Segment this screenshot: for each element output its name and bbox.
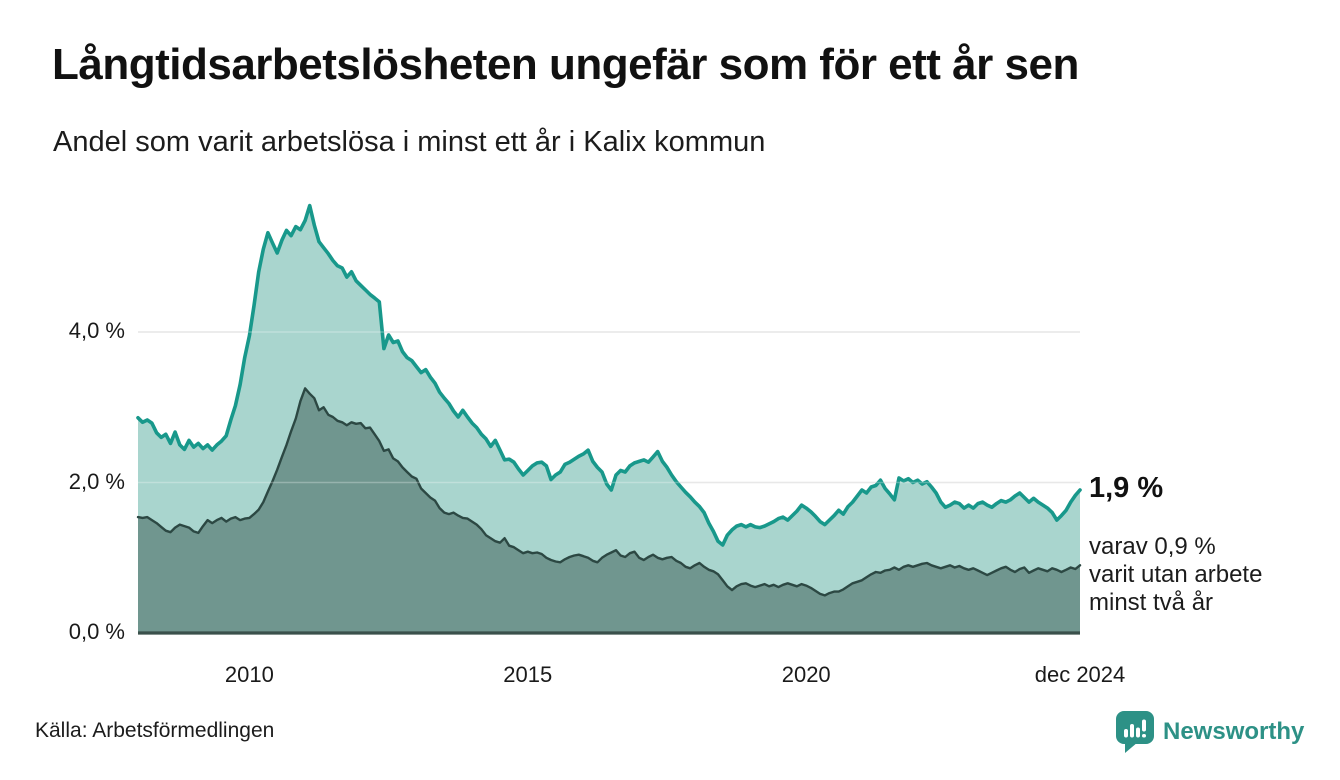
- y-tick-label: 4,0 %: [68, 318, 125, 343]
- area-line-one-year: [136, 203, 1082, 547]
- source-label: Källa: Arbetsförmedlingen: [35, 719, 275, 742]
- newsworthy-logo: Newsworthy: [1115, 710, 1304, 754]
- area-fill-two-year: [138, 388, 1080, 633]
- x-tick-label: 2020: [781, 662, 831, 687]
- end-note-line-3: minst två år: [1089, 589, 1214, 616]
- x-tick-label: dec 2024: [1034, 662, 1126, 687]
- y-tick-label: 2,0 %: [68, 468, 125, 494]
- x-tick-label: 2010: [224, 662, 274, 687]
- end-value-label: 1,9 %: [1089, 472, 1164, 504]
- end-note-label: varav 0,9 % varit utan arbete minst två …: [1089, 533, 1262, 617]
- page-title: Långtidsarbetslösheten ungefär som för e…: [52, 40, 1079, 89]
- end-note-line-1: varav 0,9 %: [1089, 533, 1216, 560]
- newsworthy-wordmark: Newsworthy: [1163, 718, 1305, 745]
- chart-subtitle: Andel som varit arbetslösa i minst ett å…: [53, 126, 766, 158]
- x-tick-label: 2015: [503, 662, 553, 687]
- y-tick-label: 0,0 %: [68, 619, 125, 644]
- end-note-line-2: varit utan arbete: [1089, 561, 1263, 588]
- area-line-two-year: [136, 387, 1082, 597]
- newsworthy-logo-icon: [1116, 711, 1154, 753]
